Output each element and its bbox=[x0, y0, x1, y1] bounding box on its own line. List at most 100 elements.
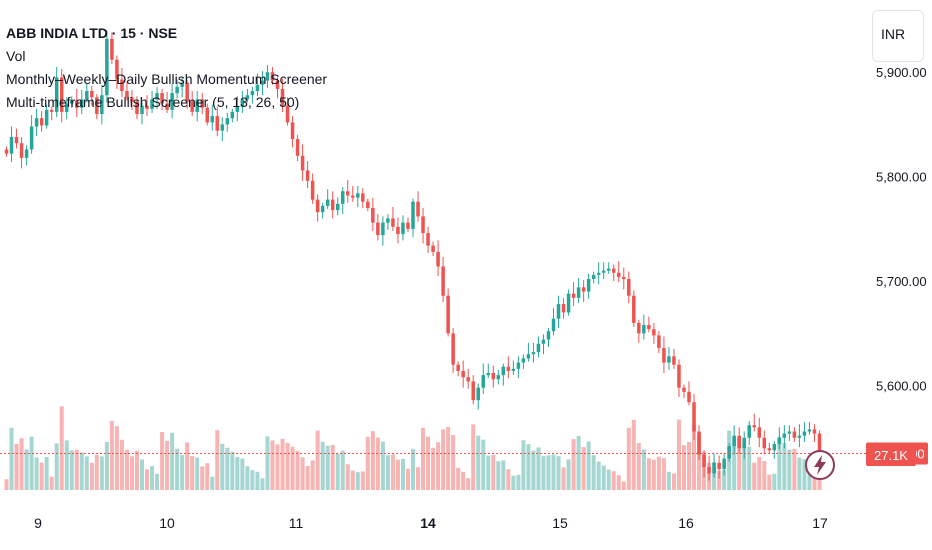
volume-bar bbox=[330, 445, 335, 490]
volume-bar bbox=[170, 432, 175, 490]
candle-body bbox=[49, 109, 54, 112]
volume-bar bbox=[651, 459, 656, 490]
volume-bar bbox=[265, 436, 270, 490]
candle-body bbox=[315, 199, 320, 213]
candle-body bbox=[541, 339, 546, 344]
candle-body bbox=[185, 82, 189, 102]
volume-bar bbox=[89, 462, 94, 490]
candle-body bbox=[642, 324, 646, 334]
volume-bar bbox=[24, 449, 29, 490]
price-axis[interactable]: 5,900.00 5,800.00 5,700.00 5,600.00 bbox=[876, 65, 927, 393]
volume-bar bbox=[752, 462, 757, 490]
time-axis[interactable]: 9 10 11 14 15 16 17 bbox=[34, 515, 828, 531]
candle-body bbox=[637, 322, 641, 334]
volume-bar bbox=[260, 478, 265, 490]
candle-body bbox=[265, 72, 270, 81]
volume-bar bbox=[9, 427, 14, 490]
volume-bar bbox=[732, 437, 737, 490]
candle-body bbox=[536, 343, 541, 353]
volume-bar bbox=[717, 470, 722, 490]
volume-bar bbox=[491, 454, 496, 490]
volume-bar bbox=[606, 469, 611, 490]
volume-bar bbox=[34, 457, 39, 490]
volume-bar bbox=[481, 439, 486, 490]
candle-body bbox=[275, 80, 280, 89]
volume-bar bbox=[561, 467, 566, 490]
y-tick-label: 5,600.00 bbox=[876, 379, 927, 394]
candle-body bbox=[80, 99, 84, 108]
volume-bar bbox=[506, 469, 511, 490]
candle-body bbox=[672, 356, 676, 365]
volume-bar bbox=[275, 444, 280, 490]
candle-body bbox=[75, 100, 79, 108]
volume-bar bbox=[596, 461, 601, 490]
candle-body bbox=[366, 201, 370, 208]
volume-bar bbox=[661, 458, 666, 490]
indicator-momentum-screener[interactable]: Monthly–Weekly–Daily Bullish Momentum Sc… bbox=[6, 71, 328, 87]
candle-body bbox=[772, 444, 777, 451]
candle-body bbox=[742, 437, 746, 449]
volume-bar bbox=[114, 426, 119, 490]
volume-bar bbox=[566, 459, 571, 490]
candle-body bbox=[797, 435, 802, 438]
volume-bar bbox=[451, 435, 456, 490]
candle-body bbox=[230, 111, 235, 119]
candle-body bbox=[762, 437, 767, 449]
volume-bar bbox=[240, 458, 245, 490]
candle-body bbox=[812, 429, 817, 434]
volume-bar bbox=[697, 435, 702, 490]
currency-button[interactable]: INR bbox=[872, 10, 924, 62]
candle-body bbox=[481, 375, 486, 388]
candle-body bbox=[571, 293, 576, 298]
volume-bar bbox=[280, 438, 285, 490]
volume-bar bbox=[431, 447, 436, 490]
volume-bar bbox=[436, 442, 441, 490]
volume-bar bbox=[134, 450, 139, 490]
candle-body bbox=[110, 38, 114, 60]
candle-body bbox=[501, 366, 506, 376]
volume-bar bbox=[49, 476, 54, 490]
volume-bar bbox=[300, 457, 305, 490]
candle-body bbox=[160, 93, 164, 104]
candle-body bbox=[295, 139, 300, 156]
volume-bar bbox=[175, 448, 180, 490]
volume-bar bbox=[471, 424, 476, 490]
y-tick-label: 5,800.00 bbox=[876, 170, 927, 185]
volume-bar bbox=[531, 450, 536, 490]
candle-body bbox=[421, 216, 425, 234]
candlesticks bbox=[4, 30, 822, 481]
candle-body bbox=[330, 199, 335, 211]
volume-bar bbox=[94, 454, 99, 490]
candle-body bbox=[622, 276, 626, 280]
candle-body bbox=[802, 431, 807, 436]
candle-body bbox=[371, 208, 375, 223]
volume-bar bbox=[370, 431, 375, 490]
candle-body bbox=[165, 103, 169, 110]
candle-body bbox=[320, 205, 325, 213]
volume-bar bbox=[551, 454, 556, 490]
candle-body bbox=[44, 109, 49, 126]
candle-body bbox=[310, 180, 315, 200]
candle-body bbox=[240, 99, 245, 107]
last-volume-badge: 27.1K bbox=[866, 444, 916, 466]
candle-body bbox=[787, 431, 792, 434]
candle-body bbox=[426, 233, 430, 246]
candle-body bbox=[516, 362, 521, 369]
indicator-multi-timeframe-screener[interactable]: Multi-timeframe Bullish Screener (5, 13,… bbox=[6, 94, 300, 110]
candle-body bbox=[140, 105, 144, 114]
candle-body bbox=[476, 387, 480, 401]
candle-body bbox=[100, 95, 104, 114]
volume-bar bbox=[581, 447, 586, 490]
volume-bar bbox=[165, 440, 170, 490]
symbol-title[interactable]: ABB INDIA LTD · 15 · NSE bbox=[6, 25, 178, 41]
candle-body bbox=[441, 266, 445, 296]
volume-bar bbox=[802, 459, 807, 490]
lightning-bolt-icon[interactable] bbox=[804, 449, 836, 481]
candle-body bbox=[225, 118, 230, 125]
volume-bar bbox=[210, 476, 215, 490]
volume-bar bbox=[461, 471, 466, 490]
candle-body bbox=[125, 91, 129, 98]
indicator-vol[interactable]: Vol bbox=[6, 48, 26, 64]
candle-body bbox=[335, 203, 340, 211]
